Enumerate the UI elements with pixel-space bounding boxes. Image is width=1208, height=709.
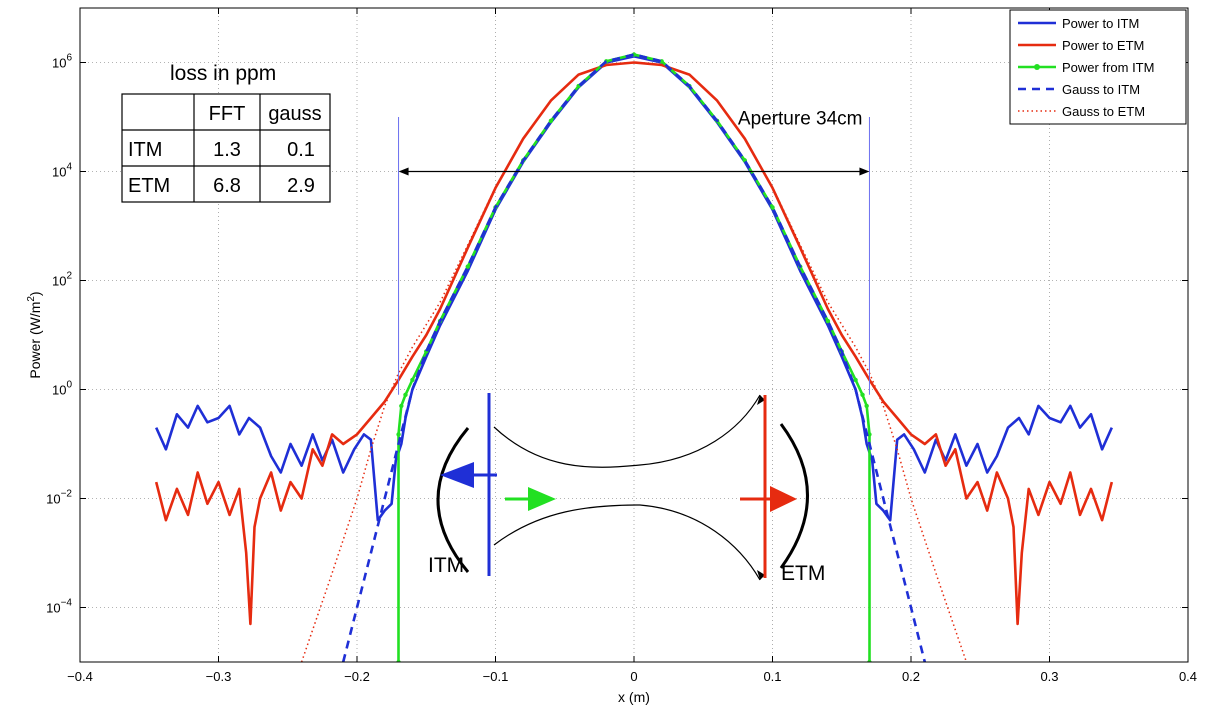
y-tick-base: 10 — [52, 56, 66, 71]
series-point-power-from-itm — [770, 205, 775, 210]
x-tick-label: −0.3 — [206, 669, 232, 684]
itm-label: ITM — [428, 554, 464, 577]
series-point-power-from-itm — [825, 318, 831, 324]
y-axis-label-main: Power (W/m — [27, 302, 43, 379]
loss-table-header: FFT — [209, 103, 246, 125]
beam-lower-curve — [493, 504, 761, 581]
x-tick-label: 0 — [630, 669, 637, 684]
legend-label: Power to ETM — [1062, 38, 1144, 53]
series-line-gauss-to-etm — [300, 61, 968, 662]
legend-label: Gauss to ITM — [1062, 82, 1140, 97]
cavity-diagram: ITM ETM — [428, 393, 825, 585]
y-tick-base: 10 — [52, 165, 66, 180]
aperture-arrowhead-right — [859, 167, 870, 176]
y-tick-exponent: 0 — [66, 380, 72, 391]
series-point-power-from-itm — [399, 403, 404, 409]
loss-table-row-label: ITM — [128, 139, 162, 161]
x-axis-ticks: −0.4 −0.3 −0.2 −0.1 0 0.1 0.2 0.3 0.4 — [67, 8, 1197, 684]
green-arrowhead — [528, 487, 556, 511]
loss-table-fft-value: 6.8 — [213, 175, 241, 197]
y-tick-label: 10−2 — [46, 489, 72, 507]
y-tick-base: 10 — [52, 383, 66, 398]
x-axis-label: x (m) — [618, 689, 650, 705]
legend: Power to ITM Power to ETM Power from ITM Ga… — [1009, 9, 1187, 125]
series-layer — [154, 52, 1114, 662]
loss-table-row-label: ETM — [128, 175, 170, 197]
beam-upper-arrowhead — [757, 395, 765, 405]
aperture-label: Aperture 34cm — [738, 108, 863, 129]
itm-mirror-curve — [436, 427, 470, 573]
series-line-power-to-etm — [154, 61, 1114, 626]
series-point-power-from-itm — [867, 659, 872, 662]
x-tick-label: 0.4 — [1179, 669, 1197, 684]
legend-label: Power from ITM — [1062, 60, 1154, 75]
loss-table-gauss-value: 2.9 — [287, 175, 315, 197]
aperture-arrowhead-left — [398, 167, 409, 176]
y-tick-label: 106 — [52, 53, 72, 71]
etm-mirror-curve — [779, 423, 809, 569]
y-tick-exponent: 6 — [66, 53, 72, 64]
loss-table-title: loss in ppm — [170, 62, 276, 85]
legend-label: Gauss to ETM — [1062, 104, 1145, 119]
x-tick-label: 0.1 — [763, 669, 781, 684]
y-tick-exponent: −4 — [61, 598, 73, 609]
series-point-power-from-itm — [396, 432, 401, 437]
y-tick-exponent: 4 — [66, 162, 72, 173]
loss-table-fft-value: 1.3 — [213, 139, 241, 161]
loss-table: loss in ppm FFT gauss ITM 1.3 0.1 ETM 6.8 2.9 — [121, 62, 331, 203]
y-axis-label-close: ) — [27, 291, 43, 296]
series-point-power-from-itm — [864, 403, 869, 409]
loss-table-gauss-value: 0.1 — [287, 139, 315, 161]
y-tick-label: 100 — [52, 380, 72, 398]
legend-marker-power-from-itm — [1034, 64, 1040, 70]
series-point-power-from-itm — [396, 659, 401, 662]
y-tick-base: 10 — [52, 274, 66, 289]
aperture-annotation: Aperture 34cm — [398, 108, 870, 395]
y-tick-exponent: −2 — [61, 489, 73, 500]
y-tick-base: 10 — [46, 601, 60, 616]
y-axis-label-sup: 2 — [26, 296, 37, 302]
x-tick-label: −0.4 — [67, 669, 93, 684]
series-point-power-from-itm — [403, 392, 408, 397]
itm-arrowhead — [440, 462, 474, 488]
y-tick-label: 104 — [52, 162, 72, 180]
series-point-power-from-itm — [410, 377, 415, 383]
x-tick-label: 0.3 — [1040, 669, 1058, 684]
y-axis-label: Power (W/m2) — [26, 291, 43, 378]
loss-table-frame — [121, 93, 331, 203]
beam-upper-curve — [493, 394, 761, 468]
x-tick-label: −0.2 — [344, 669, 370, 684]
x-tick-label: 0.2 — [902, 669, 920, 684]
legend-label: Power to ITM — [1062, 16, 1139, 31]
y-tick-label: 102 — [52, 271, 72, 289]
y-tick-exponent: 2 — [66, 271, 72, 282]
y-tick-base: 10 — [46, 492, 60, 507]
series-point-power-from-itm — [548, 118, 554, 124]
etm-label: ETM — [781, 562, 825, 585]
y-tick-label: 10−4 — [46, 598, 72, 616]
beam-lower-arrowhead — [757, 570, 765, 580]
series-point-power-from-itm — [860, 392, 865, 397]
x-tick-label: −0.1 — [483, 669, 509, 684]
etm-arrowhead — [770, 486, 797, 512]
series-line-gauss-to-itm — [341, 53, 927, 662]
series-point-power-from-itm — [853, 377, 858, 383]
loss-table-header: gauss — [268, 103, 321, 125]
series-point-power-from-itm — [465, 264, 470, 269]
